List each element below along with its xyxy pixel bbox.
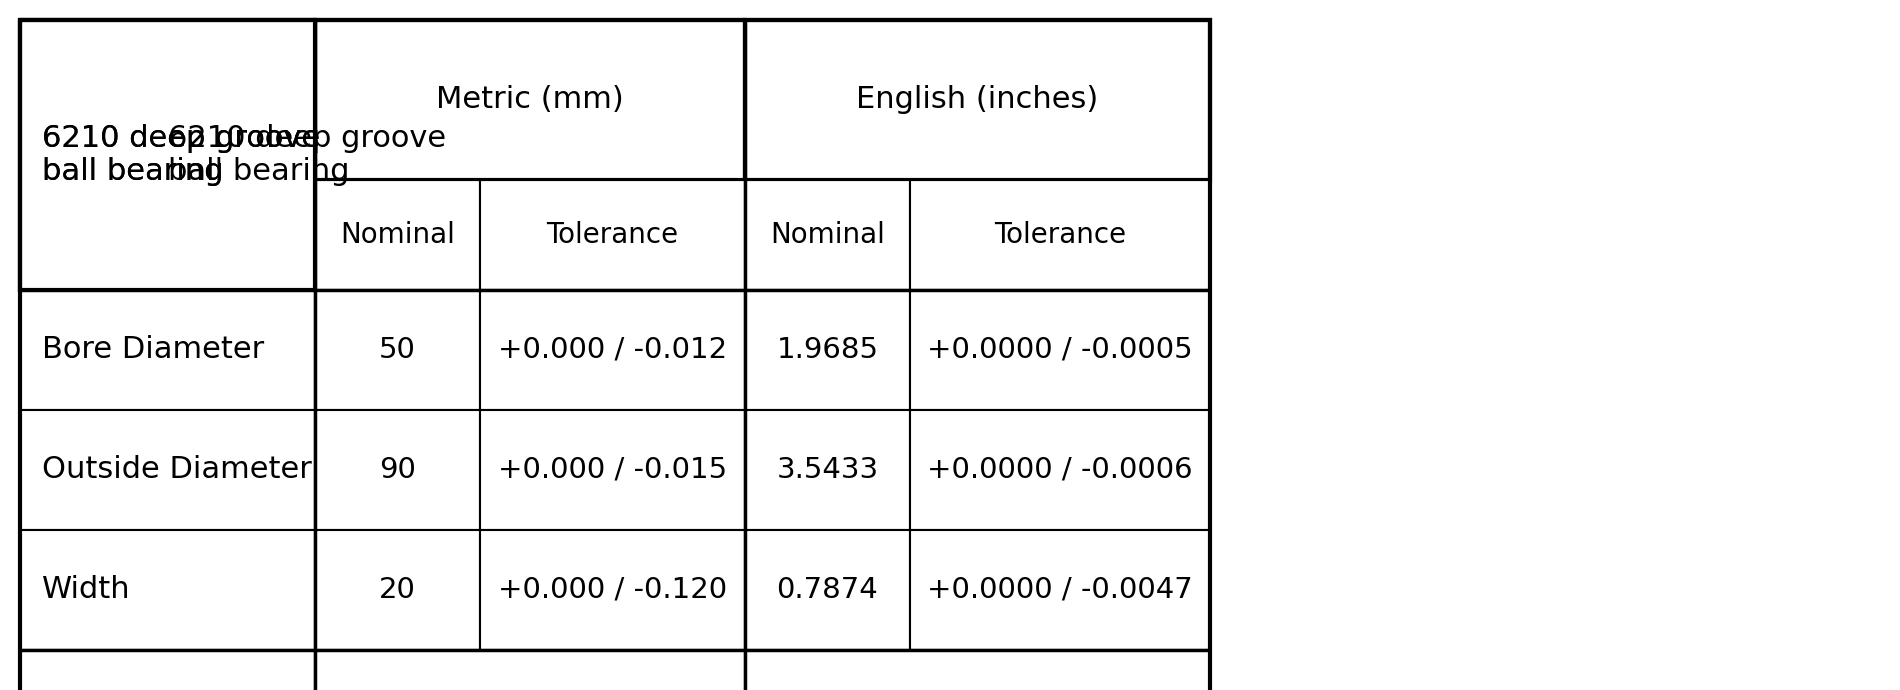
Text: 6210 deep groove
ball bearing: 6210 deep groove ball bearing <box>42 124 319 186</box>
Bar <box>315 650 745 690</box>
Bar <box>315 180 481 290</box>
Text: +0.000 / -0.015: +0.000 / -0.015 <box>498 456 728 484</box>
Bar <box>21 410 315 530</box>
Text: +0.0000 / -0.0005: +0.0000 / -0.0005 <box>927 336 1193 364</box>
Bar <box>21 530 315 650</box>
Text: 3.5433: 3.5433 <box>777 456 878 484</box>
Text: Tolerance: Tolerance <box>547 221 678 249</box>
Bar <box>21 650 315 690</box>
Text: +0.0000 / -0.0006: +0.0000 / -0.0006 <box>927 456 1193 484</box>
Bar <box>481 410 745 530</box>
Text: 20: 20 <box>380 576 416 604</box>
Text: +0.0000 / -0.0047: +0.0000 / -0.0047 <box>927 576 1193 604</box>
Text: Tolerance: Tolerance <box>994 221 1127 249</box>
Bar <box>21 290 315 410</box>
Bar <box>745 180 910 290</box>
Bar <box>910 290 1210 410</box>
Bar <box>745 290 910 410</box>
Text: Nominal: Nominal <box>770 221 885 249</box>
Bar <box>315 290 481 410</box>
Bar <box>481 290 745 410</box>
Text: +0.000 / -0.012: +0.000 / -0.012 <box>498 336 728 364</box>
Text: 6210 deep groove
ball bearing: 6210 deep groove ball bearing <box>42 124 319 186</box>
Bar <box>910 180 1210 290</box>
Bar <box>745 20 1210 180</box>
Text: 50: 50 <box>380 336 416 364</box>
Bar <box>745 530 910 650</box>
Text: +0.000 / -0.120: +0.000 / -0.120 <box>498 576 728 604</box>
Bar <box>481 530 745 650</box>
Bar <box>910 410 1210 530</box>
Bar <box>315 20 745 180</box>
Bar <box>315 410 481 530</box>
Bar <box>315 530 481 650</box>
Text: 90: 90 <box>380 456 416 484</box>
Bar <box>745 650 1210 690</box>
Text: 1.9685: 1.9685 <box>777 336 878 364</box>
Text: Metric (mm): Metric (mm) <box>437 86 623 115</box>
Bar <box>21 20 315 290</box>
Bar <box>745 410 910 530</box>
Bar <box>21 20 315 290</box>
Bar <box>21 20 1210 690</box>
Text: 6210 deep groove
ball bearing: 6210 deep groove ball bearing <box>167 124 446 186</box>
Bar <box>910 530 1210 650</box>
Text: Width: Width <box>42 575 131 604</box>
Text: Outside Diameter: Outside Diameter <box>42 455 312 484</box>
Bar <box>481 180 745 290</box>
Text: Bore Diameter: Bore Diameter <box>42 335 264 364</box>
Text: 0.7874: 0.7874 <box>777 576 878 604</box>
Text: Nominal: Nominal <box>340 221 454 249</box>
Text: English (inches): English (inches) <box>857 86 1098 115</box>
